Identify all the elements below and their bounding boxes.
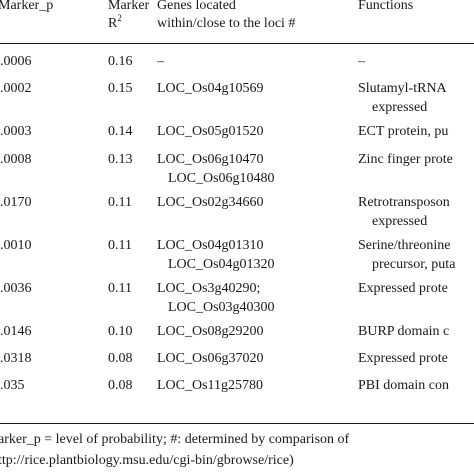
cell-gene: LOC_Os08g29200 (157, 324, 264, 339)
header-marker-r2-line1: Marker (108, 0, 150, 13)
cell-marker-p: .0170 (0, 195, 32, 210)
cell-function: Zinc finger prote (358, 152, 453, 167)
cell-marker-p: .0010 (0, 238, 32, 253)
cell-function: ECT protein, pu (358, 124, 449, 139)
cell-marker-p: .0318 (0, 351, 32, 366)
header-rule (0, 43, 474, 44)
cell-marker-r2: 0.10 (108, 324, 133, 339)
cell-gene: LOC_Os11g25780 (157, 378, 264, 393)
cell-marker-r2: 0.16 (108, 54, 133, 69)
cell-gene: LOC_Os04g01310 (157, 238, 264, 253)
cell-gene: LOC_Os3g40290; (157, 281, 261, 296)
footnote-line-1: arker_p = level of probability; #: deter… (0, 432, 350, 447)
cell-gene: LOC_Os04g10569 (157, 81, 264, 96)
cell-marker-r2: 0.11 (108, 238, 132, 253)
cell-gene: LOC_Os03g40300 (168, 300, 275, 315)
header-genes-line1: Genes located (157, 0, 236, 13)
header-marker-p: Marker_p (0, 0, 54, 13)
cell-gene: – (157, 54, 164, 69)
cell-marker-p: .0006 (0, 54, 32, 69)
cell-marker-p: .035 (0, 378, 25, 393)
cell-gene: LOC_Os06g10470 (157, 152, 264, 167)
cell-marker-p: .0003 (0, 124, 32, 139)
cell-gene: LOC_Os02g34660 (157, 195, 264, 210)
cell-function: Serine/threonine (358, 238, 451, 253)
cell-function: expressed (372, 214, 428, 229)
cell-function: – (358, 54, 365, 69)
header-marker-r2-line2: R2 (108, 13, 122, 32)
cell-function: precursor, puta (372, 257, 456, 272)
cell-function: BURP domain c (358, 324, 450, 339)
cell-marker-r2: 0.13 (108, 152, 133, 167)
cell-marker-p: .0146 (0, 324, 32, 339)
cell-marker-p: .0002 (0, 81, 32, 96)
header-genes: Genes located within/close to the loci # (157, 0, 295, 33)
cell-function: expressed (372, 100, 428, 115)
footnote-line-2: ttp://rice.plantbiology.msu.edu/cgi-bin/… (0, 453, 294, 468)
cell-marker-r2: 0.15 (108, 81, 133, 96)
cell-marker-p: .0036 (0, 281, 32, 296)
cell-marker-p: .0008 (0, 152, 32, 167)
bottom-rule (0, 423, 474, 424)
cell-function: Retrotransposon (358, 195, 450, 210)
cell-gene: LOC_Os04g01320 (168, 257, 275, 272)
cell-gene: LOC_Os06g37020 (157, 351, 264, 366)
header-marker-r2: Marker R2 (108, 0, 149, 33)
cell-function: Slutamyl-tRNA (358, 81, 447, 96)
cell-marker-r2: 0.14 (108, 124, 133, 139)
cell-function: PBI domain con (358, 378, 449, 393)
cell-gene: LOC_Os06g10480 (168, 171, 275, 186)
cell-marker-r2: 0.08 (108, 378, 133, 393)
cell-marker-r2: 0.11 (108, 195, 132, 210)
cell-marker-r2: 0.08 (108, 351, 133, 366)
header-functions: Functions (358, 0, 414, 13)
cell-gene: LOC_Os05g01520 (157, 124, 264, 139)
header-genes-line2: within/close to the loci # (157, 16, 296, 31)
cell-function: Expressed prote (358, 281, 448, 296)
cell-marker-r2: 0.11 (108, 281, 132, 296)
cell-function: Expressed prote (358, 351, 448, 366)
